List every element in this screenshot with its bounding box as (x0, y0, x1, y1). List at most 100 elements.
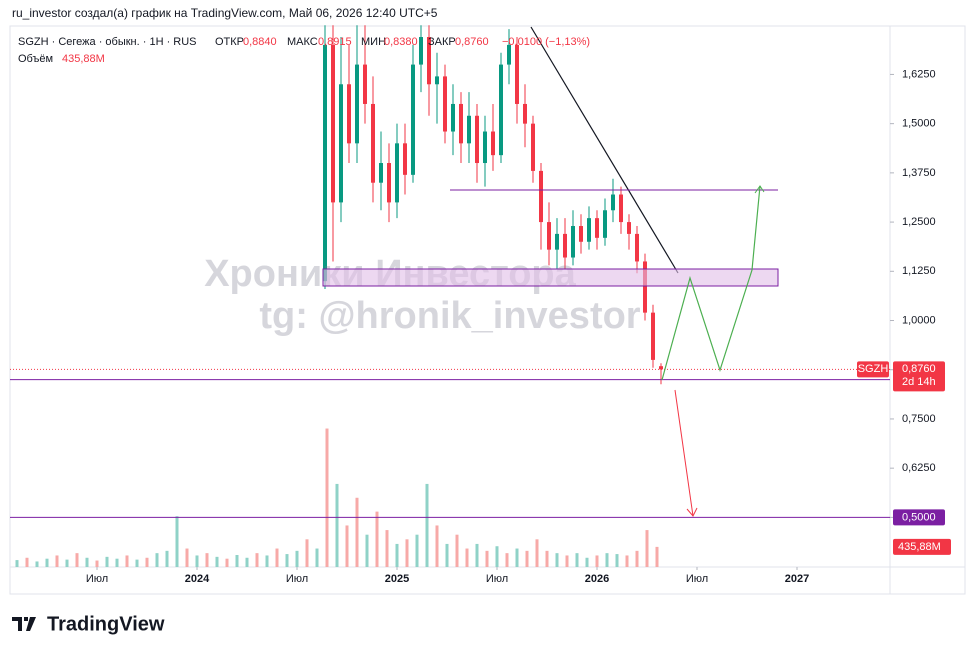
frame (9, 25, 966, 595)
volume-bar (545, 550, 549, 567)
candle-body (531, 123, 535, 171)
candle-body (595, 218, 599, 238)
volume-badge (893, 538, 951, 555)
volume-bar (225, 558, 229, 567)
volume-bar (265, 555, 269, 567)
volume-bar (655, 546, 659, 567)
volume-bar (605, 553, 609, 567)
volume-bar (565, 555, 569, 567)
candle-body (323, 44, 327, 282)
volume-bar (445, 543, 449, 567)
volume-bar (115, 558, 119, 567)
x-tick-label: 2024 (185, 573, 210, 585)
volume-bar (45, 558, 49, 567)
drop-arrow (674, 389, 694, 517)
volume-bar (55, 555, 59, 567)
x-tick-label: Июл (486, 573, 508, 585)
volume-bar (495, 546, 499, 567)
x-tick-label: Июл (86, 573, 108, 585)
legend-change: −0,0100 (−1,13%) (502, 36, 590, 48)
candle-body (355, 64, 359, 144)
candle-body (507, 44, 511, 65)
volume-bar (485, 550, 489, 567)
candle-body (363, 64, 367, 104)
candle-body (419, 37, 423, 65)
volume-bar (535, 539, 539, 567)
candle-body (395, 143, 399, 203)
volume-bar (155, 553, 159, 567)
legend-value: 0,8915 (318, 36, 352, 48)
volume-bar (165, 550, 169, 567)
volume-bar (455, 534, 459, 567)
volume-bar (375, 511, 379, 567)
legend-value: 0,8760 (455, 36, 489, 48)
volume-bar (585, 557, 589, 567)
legend-label: ЗАКР (428, 36, 456, 48)
volume-bar (35, 561, 39, 567)
volume-bar (355, 497, 359, 567)
countdown-label: 2d 14h (902, 376, 936, 388)
volume-bar (95, 560, 99, 567)
volume-bar (395, 543, 399, 567)
candle-body (403, 143, 407, 175)
volume-bar (525, 550, 529, 567)
volume-bar (105, 556, 109, 567)
candle-body (339, 84, 343, 203)
volume-bar (505, 553, 509, 567)
candle-body (475, 115, 479, 164)
volume-bar (135, 559, 139, 567)
x-tick-label: 2026 (585, 573, 609, 585)
volume-bar (25, 557, 29, 567)
candle-body (435, 76, 439, 85)
candle-body (411, 64, 415, 175)
y-tick-label: 1,2500 (902, 216, 936, 228)
candle-body (547, 222, 551, 250)
candle-body (579, 226, 583, 242)
y-tick-label: 1,1250 (902, 265, 936, 277)
candle-body (651, 312, 655, 360)
volume-bar (305, 539, 309, 567)
candle-body (491, 131, 495, 156)
volume-bar (255, 553, 259, 567)
volume-bar (275, 548, 279, 567)
footer-brand: TradingView (47, 613, 165, 635)
candle-body (443, 76, 447, 132)
volume-bar (435, 525, 439, 567)
legend: SGZH · Сегежа · обыкн. · 1H · RUS ОТКР 0… (18, 36, 590, 65)
symbol-badge (857, 361, 889, 378)
volume-bar (385, 530, 389, 567)
candle-body (523, 103, 527, 124)
legend-value: 0,8380 (384, 36, 418, 48)
volume-bar (625, 555, 629, 567)
symbol-label: SGZH (858, 363, 889, 375)
volume-bar (365, 534, 369, 567)
volume-bar (635, 550, 639, 567)
volume-bar (65, 559, 69, 567)
y-tick-label: 0,6250 (902, 462, 936, 474)
candle-body (467, 115, 471, 144)
y-tick-label: 1,0000 (902, 314, 936, 326)
volume-bar (325, 428, 329, 567)
volume-bar (335, 483, 339, 567)
candle-body (643, 261, 647, 313)
logo (12, 617, 36, 631)
volume-bar (615, 554, 619, 567)
volume-bar (425, 483, 429, 567)
volume-legend-label: Объём (18, 53, 53, 65)
volume-bar (575, 553, 579, 567)
candle-body (627, 222, 631, 234)
last-price-badge (893, 361, 945, 392)
candle-body (619, 194, 623, 223)
candle-body (371, 103, 375, 183)
volume-bar (85, 557, 89, 567)
y-tick-label: 1,6250 (902, 68, 936, 80)
volume-bar (405, 539, 409, 567)
drop-arrow-head (686, 507, 698, 517)
legend-value: 0,8840 (243, 36, 277, 48)
candle-body (459, 103, 463, 144)
level-badge (893, 509, 945, 526)
candle-body (603, 210, 607, 238)
candle-body (347, 84, 351, 144)
header: ru_investor создал(а) график на TradingV… (12, 6, 438, 20)
